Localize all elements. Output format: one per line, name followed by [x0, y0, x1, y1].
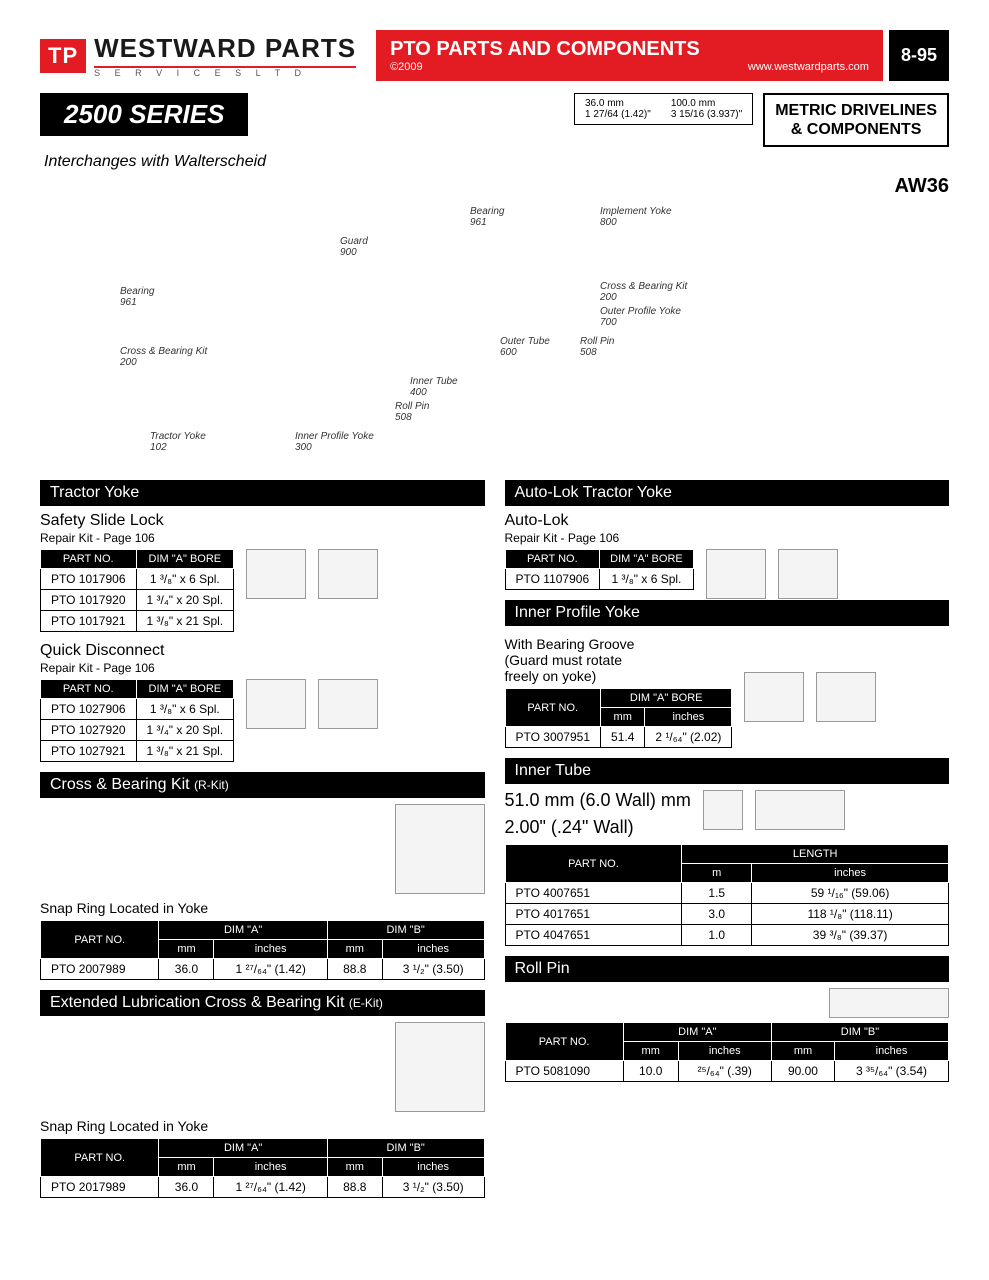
logo: TP WESTWARD PARTS S E R V I C E S L T D — [40, 30, 376, 81]
header-url: www.westwardparts.com — [748, 61, 869, 73]
cross-kit-table: PART NO.DIM "A"DIM "B" mminchesmminches … — [40, 920, 485, 980]
roll-pin-icon — [829, 988, 949, 1018]
repair-kit-note: Repair Kit - Page 106 — [505, 531, 950, 545]
repair-kit-note: Repair Kit - Page 106 — [40, 531, 485, 545]
yoke-icon — [246, 679, 306, 729]
cross-kit-icon — [395, 1022, 485, 1112]
page-header: TP WESTWARD PARTS S E R V I C E S L T D … — [40, 30, 949, 81]
section-tractor-yoke: Tractor Yoke — [40, 480, 485, 506]
dimension-callout: 36.0 mm1 27/64 (1.42)" 100.0 mm3 15/16 (… — [574, 93, 753, 125]
tube-dim-2: 2.00" (.24" Wall) — [505, 817, 691, 838]
header-title: PTO PARTS AND COMPONENTS — [390, 38, 869, 61]
roll-pin-table: PART NO.DIM "A"DIM "B" mminchesmminches … — [505, 1022, 950, 1082]
yoke-icon — [318, 549, 378, 599]
series-badge: 2500 SERIES — [40, 93, 248, 136]
page-number: 8-95 — [889, 30, 949, 81]
tube-dim-1: 51.0 mm (6.0 Wall) mm — [505, 790, 691, 811]
ext-kit-table: PART NO.DIM "A"DIM "B" mminchesmminches … — [40, 1138, 485, 1198]
auto-lok-table: PART NO.DIM "A" BORE PTO 11079061 ³/₈" x… — [505, 549, 694, 590]
exploded-diagram: Bearing961 Implement Yoke800 Guard900 Be… — [40, 206, 949, 466]
section-inner-profile: Inner Profile Yoke — [505, 600, 950, 626]
tractor-yoke-table-1: PART NO.DIM "A" BORE PTO 10179061 ³/₈" x… — [40, 549, 234, 632]
repair-kit-note: Repair Kit - Page 106 — [40, 661, 485, 675]
yoke-icon — [318, 679, 378, 729]
yoke-icon — [744, 672, 804, 722]
cross-kit-icon — [395, 804, 485, 894]
snap-ring-note: Snap Ring Located in Yoke — [40, 1118, 485, 1134]
copyright: ©2009 — [390, 61, 423, 73]
section-roll-pin: Roll Pin — [505, 956, 950, 982]
yoke-icon — [706, 549, 766, 599]
yoke-icon — [816, 672, 876, 722]
tractor-yoke-table-2: PART NO.DIM "A" BORE PTO 10279061 ³/₈" x… — [40, 679, 234, 762]
inner-tube-table: PART NO.LENGTH minches PTO 40076511.559 … — [505, 844, 950, 946]
right-column: Auto-Lok Tractor Yoke Auto-Lok Repair Ki… — [505, 480, 950, 1208]
header-banner: PTO PARTS AND COMPONENTS ©2009 www.westw… — [376, 30, 883, 81]
logo-badge: TP — [40, 39, 86, 73]
section-auto-lok: Auto-Lok Tractor Yoke — [505, 480, 950, 506]
section-cross-bearing: Cross & Bearing Kit (R-Kit) — [40, 772, 485, 798]
snap-ring-note: Snap Ring Located in Yoke — [40, 900, 485, 916]
quick-disconnect-title: Quick Disconnect — [40, 642, 485, 660]
left-column: Tractor Yoke Safety Slide Lock Repair Ki… — [40, 480, 485, 1208]
section-inner-tube: Inner Tube — [505, 758, 950, 784]
auto-lok-title: Auto-Lok — [505, 512, 950, 530]
safety-slide-lock-title: Safety Slide Lock — [40, 512, 485, 530]
brand-sub: S E R V I C E S L T D — [94, 68, 356, 78]
tube-profile-icon — [703, 790, 743, 830]
metric-box: METRIC DRIVELINES& COMPONENTS — [763, 93, 949, 147]
interchange-note: Interchanges with Walterscheid — [44, 153, 949, 171]
brand-name: WESTWARD PARTS — [94, 33, 356, 64]
model-code: AW36 — [40, 175, 949, 198]
tube-icon — [755, 790, 845, 830]
section-ext-kit: Extended Lubrication Cross & Bearing Kit… — [40, 990, 485, 1016]
yoke-icon — [778, 549, 838, 599]
yoke-icon — [246, 549, 306, 599]
inner-profile-table: PART NO.DIM "A" BORE mminches PTO 300795… — [505, 688, 733, 748]
